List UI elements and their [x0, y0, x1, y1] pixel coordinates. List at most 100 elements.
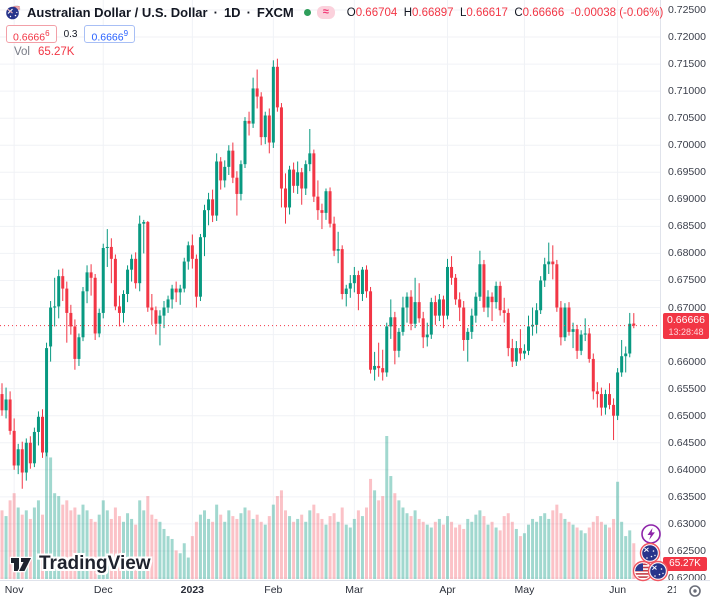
candle-body	[603, 394, 607, 408]
candle-body	[502, 310, 506, 313]
exchange-label: FXCM	[256, 5, 294, 20]
candle-body	[535, 310, 539, 325]
volume-bar	[344, 524, 348, 579]
volume-bar	[595, 516, 599, 579]
volume-bar	[603, 524, 607, 579]
volume-value: 65.27K	[38, 46, 75, 58]
candle-body	[85, 272, 89, 292]
ideas-badge-icon[interactable]: ≈	[316, 6, 335, 19]
candle-body	[53, 306, 57, 308]
price-tick-label: 0.64000	[668, 463, 706, 476]
volume-bar	[360, 516, 364, 579]
volume-bar	[207, 518, 211, 579]
candle-body	[101, 248, 105, 313]
candle-body	[458, 299, 462, 308]
volume-bar	[146, 496, 150, 579]
candle-body	[16, 449, 20, 466]
price-tick-label: 0.70000	[668, 139, 706, 152]
volume-bar	[97, 514, 101, 579]
candle-body	[275, 66, 279, 108]
candle-body	[134, 258, 138, 284]
volume-bar	[36, 500, 40, 579]
volume-bar	[559, 513, 563, 579]
candle-body	[522, 350, 526, 354]
sell-bid-button[interactable]: 0.66666	[6, 25, 57, 44]
market-status-dot-icon[interactable]	[303, 9, 311, 16]
tradingview-logo[interactable]: TradingView	[8, 552, 151, 576]
candle-body	[182, 261, 186, 289]
candle-body	[122, 294, 125, 313]
candle-body	[292, 169, 296, 186]
candle-body	[608, 394, 611, 405]
quick-trade-lightning-button[interactable]	[641, 524, 661, 544]
volume-bar	[85, 510, 89, 579]
price-tick-label: 0.70500	[668, 112, 706, 125]
candle-body	[567, 307, 571, 332]
volume-bar	[547, 518, 551, 579]
volume-bar	[203, 510, 206, 579]
volume-bar	[450, 521, 454, 579]
chart-legend[interactable]: Australian Dollar / U.S. Dollar · 1D · F…	[6, 5, 663, 20]
aud-flag-button[interactable]	[639, 542, 661, 564]
low-label: L	[459, 6, 467, 19]
volume-bar	[454, 527, 458, 579]
volume-bar	[296, 518, 300, 579]
volume-bar	[425, 524, 429, 579]
aud-flag-button-2[interactable]	[647, 560, 669, 582]
volume-bar	[373, 490, 377, 579]
candle-body	[612, 404, 616, 416]
candle-body	[146, 222, 150, 308]
volume-bar	[109, 518, 113, 579]
axis-settings-icon[interactable]	[688, 584, 702, 598]
volume-bar	[462, 528, 466, 579]
candle-body	[8, 399, 12, 431]
volume-readout[interactable]: Vol 65.27K	[6, 46, 74, 58]
price-axis[interactable]: 0.62000 0.62500 0.63000 0.63500 0.64000 0.645…	[660, 0, 710, 584]
candle-body	[251, 88, 255, 124]
candle-body	[332, 223, 336, 251]
candle-body	[356, 275, 360, 294]
volume-bar	[12, 493, 16, 579]
candle-body	[207, 199, 211, 211]
price-tick-label: 0.69000	[668, 193, 706, 206]
volume-bar	[575, 527, 579, 579]
current-volume-label: 65.27K	[663, 557, 707, 571]
candle-body	[413, 302, 417, 324]
candle-body	[490, 296, 494, 303]
time-axis[interactable]: 21 Nov Dec 2023 Feb Mar Apr May Jun	[0, 580, 710, 600]
separator: ·	[213, 5, 218, 20]
volume-bar	[591, 521, 595, 579]
volume-bar	[89, 518, 93, 579]
price-tick-label: 0.71500	[668, 58, 706, 71]
candle-body	[450, 266, 454, 278]
candle-body	[518, 348, 522, 354]
candle-body	[194, 258, 198, 297]
usd-flag-button[interactable]	[632, 560, 654, 582]
candle-body	[284, 188, 287, 208]
candle-body	[616, 372, 620, 416]
volume-bar	[243, 507, 247, 579]
volume-bar	[65, 500, 69, 579]
symbol-title[interactable]: Australian Dollar / U.S. Dollar	[27, 5, 208, 20]
candle-body	[555, 264, 559, 308]
candle-body	[109, 246, 113, 259]
buy-ask-button[interactable]: 0.66669	[84, 25, 136, 44]
volume-bar	[510, 521, 514, 579]
candle-body	[166, 299, 170, 308]
volume-bar	[381, 496, 385, 579]
open-label: O	[346, 6, 356, 19]
candle-body	[551, 261, 555, 265]
candle-body	[583, 333, 587, 335]
candle-body	[49, 307, 53, 347]
candle-body	[446, 266, 449, 316]
volume-bar	[182, 543, 186, 579]
volume-bar	[583, 533, 587, 579]
interval-label[interactable]: 1D	[223, 5, 241, 20]
month-label-2023: 2023	[180, 584, 205, 596]
candle-body	[514, 348, 518, 362]
volume-bar	[150, 514, 154, 579]
candle-body	[547, 261, 551, 265]
volume-bar	[81, 504, 85, 579]
candle-body	[571, 329, 575, 332]
